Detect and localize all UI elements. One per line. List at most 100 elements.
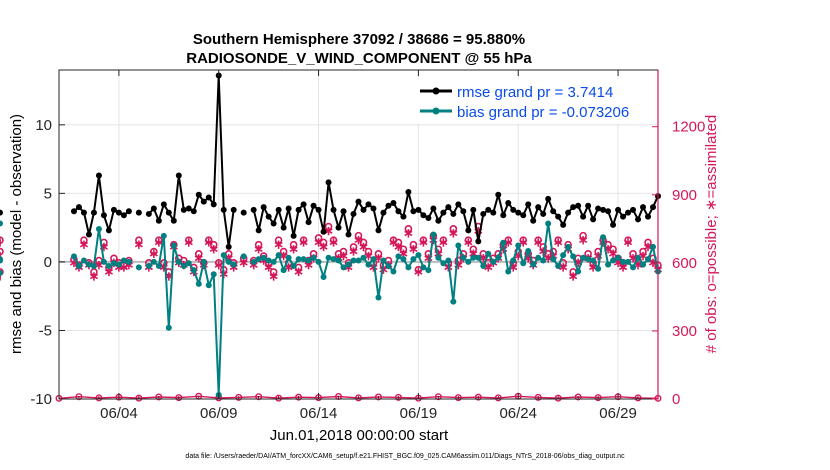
rmse-point [595, 205, 602, 212]
legend-bias-label: bias grand pr = -0.073206 [457, 104, 629, 121]
bias-point [90, 263, 97, 270]
obs-assimilated-point [154, 238, 163, 247]
bottom-count-point [255, 393, 263, 401]
obs-assimilated-point [339, 251, 348, 261]
rmse-point [490, 209, 497, 216]
rmse-point [460, 208, 467, 215]
rmse-point [320, 228, 327, 235]
y-axis-right: 0 300 600 900 1200 [652, 119, 705, 408]
rmse-point [565, 209, 572, 216]
bias-point [275, 252, 282, 259]
obs-assimilated-point [134, 240, 143, 249]
bias-point [200, 258, 207, 265]
rmse-point [125, 208, 132, 215]
bias-point [465, 258, 472, 265]
obs-assimilated-point [354, 235, 363, 245]
rmse-point [155, 217, 162, 224]
obs-assimilated-point [149, 249, 158, 258]
rmse-point [160, 201, 167, 208]
legend-rmse-marker [432, 87, 440, 95]
bias-point [375, 294, 382, 301]
bias-point [435, 254, 442, 261]
bias-point [345, 261, 352, 268]
bias-point [490, 258, 497, 265]
bias-point [115, 261, 122, 268]
bias-point [195, 280, 202, 287]
bottom-count-point [295, 393, 303, 401]
x-axis: 06/04 06/09 06/14 06/19 06/24 06/29 [78, 70, 639, 422]
bias-point [145, 263, 152, 270]
rmse-point [110, 206, 117, 213]
bias-point [295, 256, 302, 263]
bias-point [590, 257, 597, 264]
y2-tick-label: 1200 [672, 119, 705, 136]
bottom-count-point [594, 394, 602, 402]
rmse-point [650, 204, 657, 211]
bias-point [260, 254, 267, 261]
rmse-point [75, 204, 82, 211]
rmse-point [300, 201, 307, 208]
bias-point [180, 263, 187, 270]
rmse-point [210, 201, 217, 208]
rmse-point [85, 231, 92, 238]
bias-point [630, 264, 637, 271]
bias-point [210, 271, 217, 278]
bias-point [385, 263, 392, 270]
bias-point [75, 263, 82, 270]
bias-point [570, 253, 577, 260]
rmse-point [70, 208, 77, 215]
obs-assimilated-point [289, 245, 298, 254]
obs-assimilated-point [389, 238, 398, 247]
y-tick-label: 10 [35, 117, 52, 134]
rmse-point [535, 204, 542, 211]
bias-point [595, 265, 602, 272]
bias-point [95, 226, 102, 233]
obs-assimilated-point [534, 238, 543, 247]
bottom-count-point [95, 394, 103, 402]
bias-point [390, 268, 397, 275]
bottom-count-point [574, 393, 582, 401]
rmse-point [195, 191, 202, 198]
bias-point [240, 253, 247, 260]
rmse-point [90, 209, 97, 216]
rmse-point [630, 206, 637, 213]
bias-point [155, 263, 162, 270]
bias-point [255, 256, 262, 263]
y-tick-label: 5 [44, 185, 52, 202]
obs-assimilated-point [419, 238, 428, 247]
bias-point [270, 258, 277, 265]
bias-point [315, 258, 322, 265]
rmse-point [360, 206, 367, 213]
rmse-point [555, 213, 562, 220]
obs-assimilated-point [79, 240, 89, 249]
rmse-point [635, 216, 642, 223]
bias-point [625, 258, 632, 265]
y2-axis-label: # of obs: o=possible; ∗=assimilated [703, 115, 720, 354]
rmse-point [310, 202, 317, 209]
rmse-point [620, 213, 627, 220]
data-file-footnote: data file: /Users/raeder/DAI/ATM_forcXX/… [185, 453, 625, 460]
obs-assimilated-point [319, 242, 328, 252]
rmse-point [500, 212, 507, 219]
bottom-count-point [135, 394, 143, 402]
rmse-point [240, 209, 247, 216]
rmse-point [400, 213, 407, 220]
obs-assimilated-point [194, 254, 203, 263]
bias-point [170, 242, 177, 249]
chart-title: Southern Hemisphere 37092 / 38686 = 95.8… [193, 31, 525, 48]
bias-point [425, 267, 432, 274]
rmse-point [525, 201, 532, 208]
rmse-point [380, 209, 387, 216]
bias-point [475, 254, 482, 261]
rmse-point [335, 224, 342, 231]
obs-assimilated-point [184, 238, 193, 247]
bias-point [335, 257, 342, 264]
bottom-count-point [494, 394, 502, 402]
obs-assimilated-point [519, 238, 528, 247]
bias-point [350, 257, 357, 264]
rmse-point [420, 212, 427, 219]
rmse-point [540, 210, 547, 217]
bias-point [160, 232, 167, 239]
rmse-point [485, 206, 492, 213]
bias-point [485, 250, 492, 257]
